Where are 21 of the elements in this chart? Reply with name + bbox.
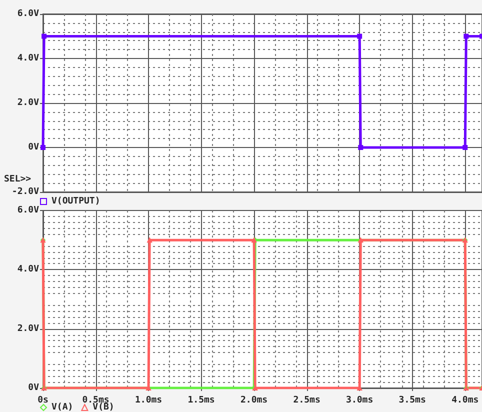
x-tick-label: 2.5ms [293,396,320,406]
y-tick-label: -2.0V [12,187,40,197]
x-tick-label: 1.0ms [134,396,162,406]
y-tick-label: 0V [28,142,40,152]
y-tick-label: 4.0V [17,264,40,275]
x-tick-label: 1.5ms [188,396,215,406]
y-tick-label: 2.0V [17,324,40,334]
y-tick-label: 6.0V [17,206,40,216]
legend-label: V(A) [52,402,74,412]
y-tick-label: 4.0V [17,54,40,64]
y-tick-label: 2.0V [17,98,40,108]
x-tick-label: 3.5ms [398,396,426,406]
text: SEL>> [4,174,32,184]
y-tick-label: 0V [28,383,40,393]
legend-label: V(OUTPUT) [52,196,100,206]
legend-label: V(B) [92,402,114,412]
x-tick-label: 3.0ms [346,396,374,406]
x-tick-label: 0s [38,396,48,406]
x-tick-label: 4.0ms [452,396,479,406]
y-tick-label: 6.0V [17,9,40,19]
x-tick-label: 2.0ms [240,396,268,406]
